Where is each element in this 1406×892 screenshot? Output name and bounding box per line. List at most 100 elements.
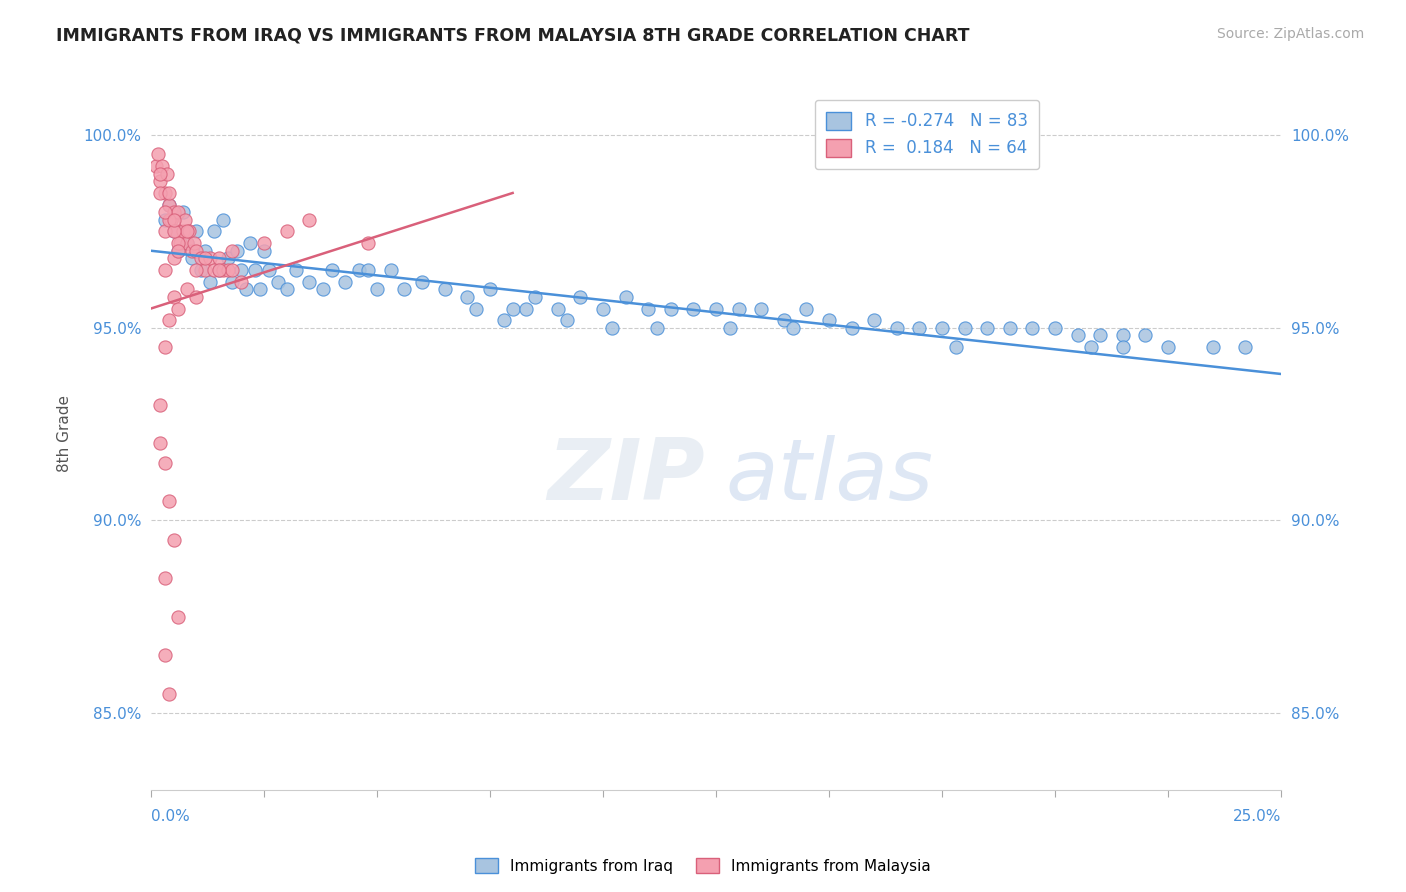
Point [212,263,235,277]
Point [773,313,796,327]
Point [153,571,176,585]
Point [1135,328,1157,343]
Point [194,244,217,258]
Point [153,225,176,239]
Point [235,282,257,296]
Legend: R = -0.274   N = 83, R =  0.184   N = 64: R = -0.274 N = 83, R = 0.184 N = 64 [815,100,1039,169]
Point [149,398,172,412]
Point [257,263,280,277]
Point [456,290,478,304]
Point [321,263,343,277]
Point [433,282,456,296]
Point [165,225,187,239]
Point [157,313,180,327]
Point [180,244,202,258]
Point [841,320,863,334]
Point [221,244,243,258]
Text: atlas: atlas [725,435,934,518]
Point [157,687,180,701]
Point [167,235,190,250]
Point [167,205,190,219]
Point [172,225,194,239]
Point [153,186,176,200]
Point [380,263,402,277]
Point [239,235,262,250]
Point [149,436,172,450]
Point [186,263,208,277]
Point [217,252,239,266]
Point [174,213,197,227]
Point [1112,328,1135,343]
Point [169,235,191,250]
Point [208,252,231,266]
Point [153,648,176,662]
Point [186,244,208,258]
Point [221,275,243,289]
Point [153,340,176,354]
Point [162,290,184,304]
Point [492,313,515,327]
Point [176,235,198,250]
Point [157,213,180,227]
Point [176,225,198,239]
Text: IMMIGRANTS FROM IRAQ VS IMMIGRANTS FROM MALAYSIA 8TH GRADE CORRELATION CHART: IMMIGRANTS FROM IRAQ VS IMMIGRANTS FROM … [56,27,970,45]
Point [208,263,231,277]
Point [266,275,288,289]
Point [347,263,370,277]
Point [149,174,172,188]
Point [276,282,298,296]
Point [194,263,217,277]
Point [515,301,537,316]
Point [998,320,1021,334]
Point [704,301,727,316]
Point [153,205,176,219]
Point [162,252,184,266]
Point [202,263,225,277]
Point [179,225,201,239]
Point [253,244,276,258]
Point [682,301,704,316]
Point [796,301,818,316]
Point [886,320,908,334]
Point [727,301,749,316]
Point [284,263,307,277]
Point [212,213,235,227]
Point [547,301,569,316]
Point [465,301,488,316]
Point [167,244,190,258]
Point [357,263,380,277]
Point [146,147,169,161]
Point [153,213,176,227]
Point [569,290,592,304]
Point [153,456,176,470]
Legend: Immigrants from Iraq, Immigrants from Malaysia: Immigrants from Iraq, Immigrants from Ma… [470,852,936,880]
Point [976,320,998,334]
Text: Source: ZipAtlas.com: Source: ZipAtlas.com [1216,27,1364,41]
Point [198,252,221,266]
Point [160,213,183,227]
Point [718,320,741,334]
Point [1233,340,1256,354]
Point [818,313,841,327]
Point [183,235,205,250]
Point [1021,320,1043,334]
Point [221,263,243,277]
Point [1157,340,1180,354]
Point [190,263,212,277]
Point [176,235,198,250]
Point [208,263,231,277]
Point [145,159,167,173]
Point [931,320,953,334]
Point [637,301,659,316]
Point [479,282,502,296]
Point [162,225,184,239]
Point [249,282,271,296]
Point [782,320,804,334]
Point [157,186,180,200]
Point [600,320,623,334]
Point [186,225,208,239]
Point [749,301,772,316]
Point [863,313,886,327]
Point [298,213,321,227]
Point [1112,340,1135,354]
